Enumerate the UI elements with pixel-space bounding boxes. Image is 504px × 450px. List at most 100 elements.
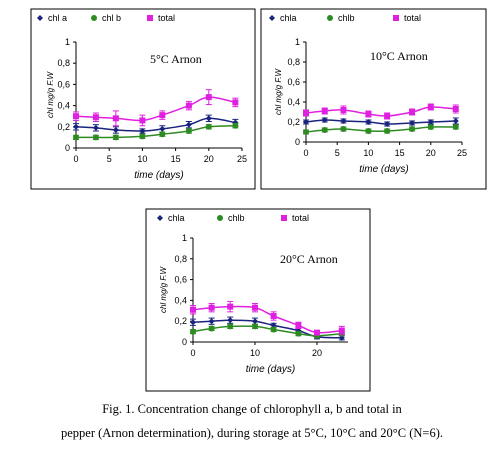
data-point bbox=[365, 119, 372, 125]
legend-marker bbox=[37, 15, 43, 21]
data-point bbox=[338, 334, 345, 341]
chart-title: 10°C Arnon bbox=[370, 49, 428, 63]
x-tick-label: 20 bbox=[312, 348, 322, 358]
y-tick-label: 0,8 bbox=[287, 57, 300, 67]
data-point bbox=[384, 121, 391, 127]
data-point bbox=[252, 318, 258, 325]
chart-title: 5°C Arnon bbox=[150, 52, 202, 66]
data-point bbox=[232, 99, 239, 106]
data-point bbox=[73, 123, 79, 130]
x-tick-label: 0 bbox=[73, 154, 78, 164]
data-point bbox=[252, 323, 258, 330]
data-point bbox=[112, 134, 119, 141]
x-tick-label: 5 bbox=[335, 148, 340, 158]
data-point bbox=[340, 107, 347, 113]
chart-title: 20°C Arnon bbox=[280, 252, 338, 266]
chart-frame bbox=[30, 8, 256, 190]
data-point bbox=[314, 329, 320, 336]
data-point bbox=[452, 106, 459, 112]
data-point bbox=[270, 313, 277, 319]
x-tick-label: 25 bbox=[237, 154, 247, 164]
data-point bbox=[73, 134, 79, 141]
data-point bbox=[365, 111, 372, 117]
data-point bbox=[190, 306, 196, 313]
figure-caption-line-1: Fig. 1. Concentration change of chloroph… bbox=[102, 402, 402, 416]
data-point bbox=[338, 327, 345, 334]
data-point bbox=[112, 126, 119, 133]
data-point bbox=[303, 119, 309, 125]
y-tick-label: 0 bbox=[182, 337, 187, 347]
y-tick-label: 0,6 bbox=[287, 77, 300, 87]
data-point bbox=[205, 123, 212, 130]
data-point bbox=[321, 117, 328, 123]
data-point bbox=[365, 128, 372, 134]
data-point bbox=[205, 94, 212, 101]
data-point bbox=[232, 122, 239, 129]
x-tick-label: 10 bbox=[363, 148, 373, 158]
y-tick-label: 0,4 bbox=[57, 101, 70, 111]
y-tick-label: 0,8 bbox=[57, 58, 70, 68]
data-point bbox=[190, 319, 196, 326]
data-point bbox=[185, 128, 192, 135]
y-tick-label: 1 bbox=[65, 37, 70, 47]
legend-marker bbox=[281, 215, 287, 221]
data-point bbox=[427, 124, 434, 130]
data-point bbox=[92, 124, 99, 131]
y-tick-label: 0 bbox=[295, 137, 300, 147]
data-point bbox=[384, 113, 391, 119]
x-tick-label: 20 bbox=[426, 148, 436, 158]
y-tick-label: 0 bbox=[65, 143, 70, 153]
legend-marker bbox=[217, 215, 223, 221]
legend-label: chl b bbox=[102, 13, 121, 23]
legend-marker bbox=[147, 15, 153, 21]
legend-marker bbox=[327, 15, 333, 21]
data-point bbox=[270, 326, 277, 333]
data-point bbox=[303, 110, 309, 116]
chart-frame bbox=[260, 8, 487, 190]
x-tick-label: 15 bbox=[171, 154, 181, 164]
y-tick-label: 1 bbox=[182, 233, 187, 243]
x-tick-label: 15 bbox=[395, 148, 405, 158]
data-point bbox=[208, 318, 215, 325]
x-tick-label: 25 bbox=[457, 148, 467, 158]
y-tick-label: 0,2 bbox=[287, 117, 300, 127]
data-point bbox=[73, 113, 79, 120]
x-axis-label: time (days) bbox=[134, 170, 183, 181]
data-point bbox=[252, 304, 258, 311]
legend-label: total bbox=[292, 213, 309, 223]
data-point bbox=[190, 328, 196, 335]
data-point bbox=[185, 121, 192, 128]
x-axis-label: time (days) bbox=[246, 364, 295, 375]
data-point bbox=[452, 118, 459, 124]
data-point bbox=[427, 119, 434, 125]
x-tick-label: 5 bbox=[107, 154, 112, 164]
y-tick-label: 0,6 bbox=[174, 275, 187, 285]
y-tick-label: 0,2 bbox=[174, 316, 187, 326]
data-point bbox=[321, 108, 328, 114]
x-tick-label: 0 bbox=[190, 348, 195, 358]
y-tick-label: 0,2 bbox=[57, 122, 70, 132]
data-point bbox=[303, 129, 309, 135]
data-point bbox=[321, 127, 328, 133]
data-point bbox=[159, 112, 166, 119]
data-point bbox=[92, 114, 99, 121]
data-point bbox=[270, 322, 277, 329]
data-point bbox=[340, 126, 347, 132]
figure-caption-line-2: pepper (Arnon determination), during sto… bbox=[60, 426, 444, 440]
data-point bbox=[227, 303, 234, 310]
legend-marker bbox=[91, 15, 97, 21]
data-point bbox=[295, 322, 302, 329]
data-point bbox=[227, 317, 234, 324]
data-point bbox=[92, 134, 99, 141]
legend-label: chl a bbox=[48, 13, 67, 23]
chart-frame bbox=[145, 208, 371, 392]
data-point bbox=[208, 325, 215, 332]
data-point bbox=[139, 133, 146, 140]
legend-label: total bbox=[158, 13, 175, 23]
data-point bbox=[139, 117, 146, 124]
data-point bbox=[427, 104, 434, 110]
